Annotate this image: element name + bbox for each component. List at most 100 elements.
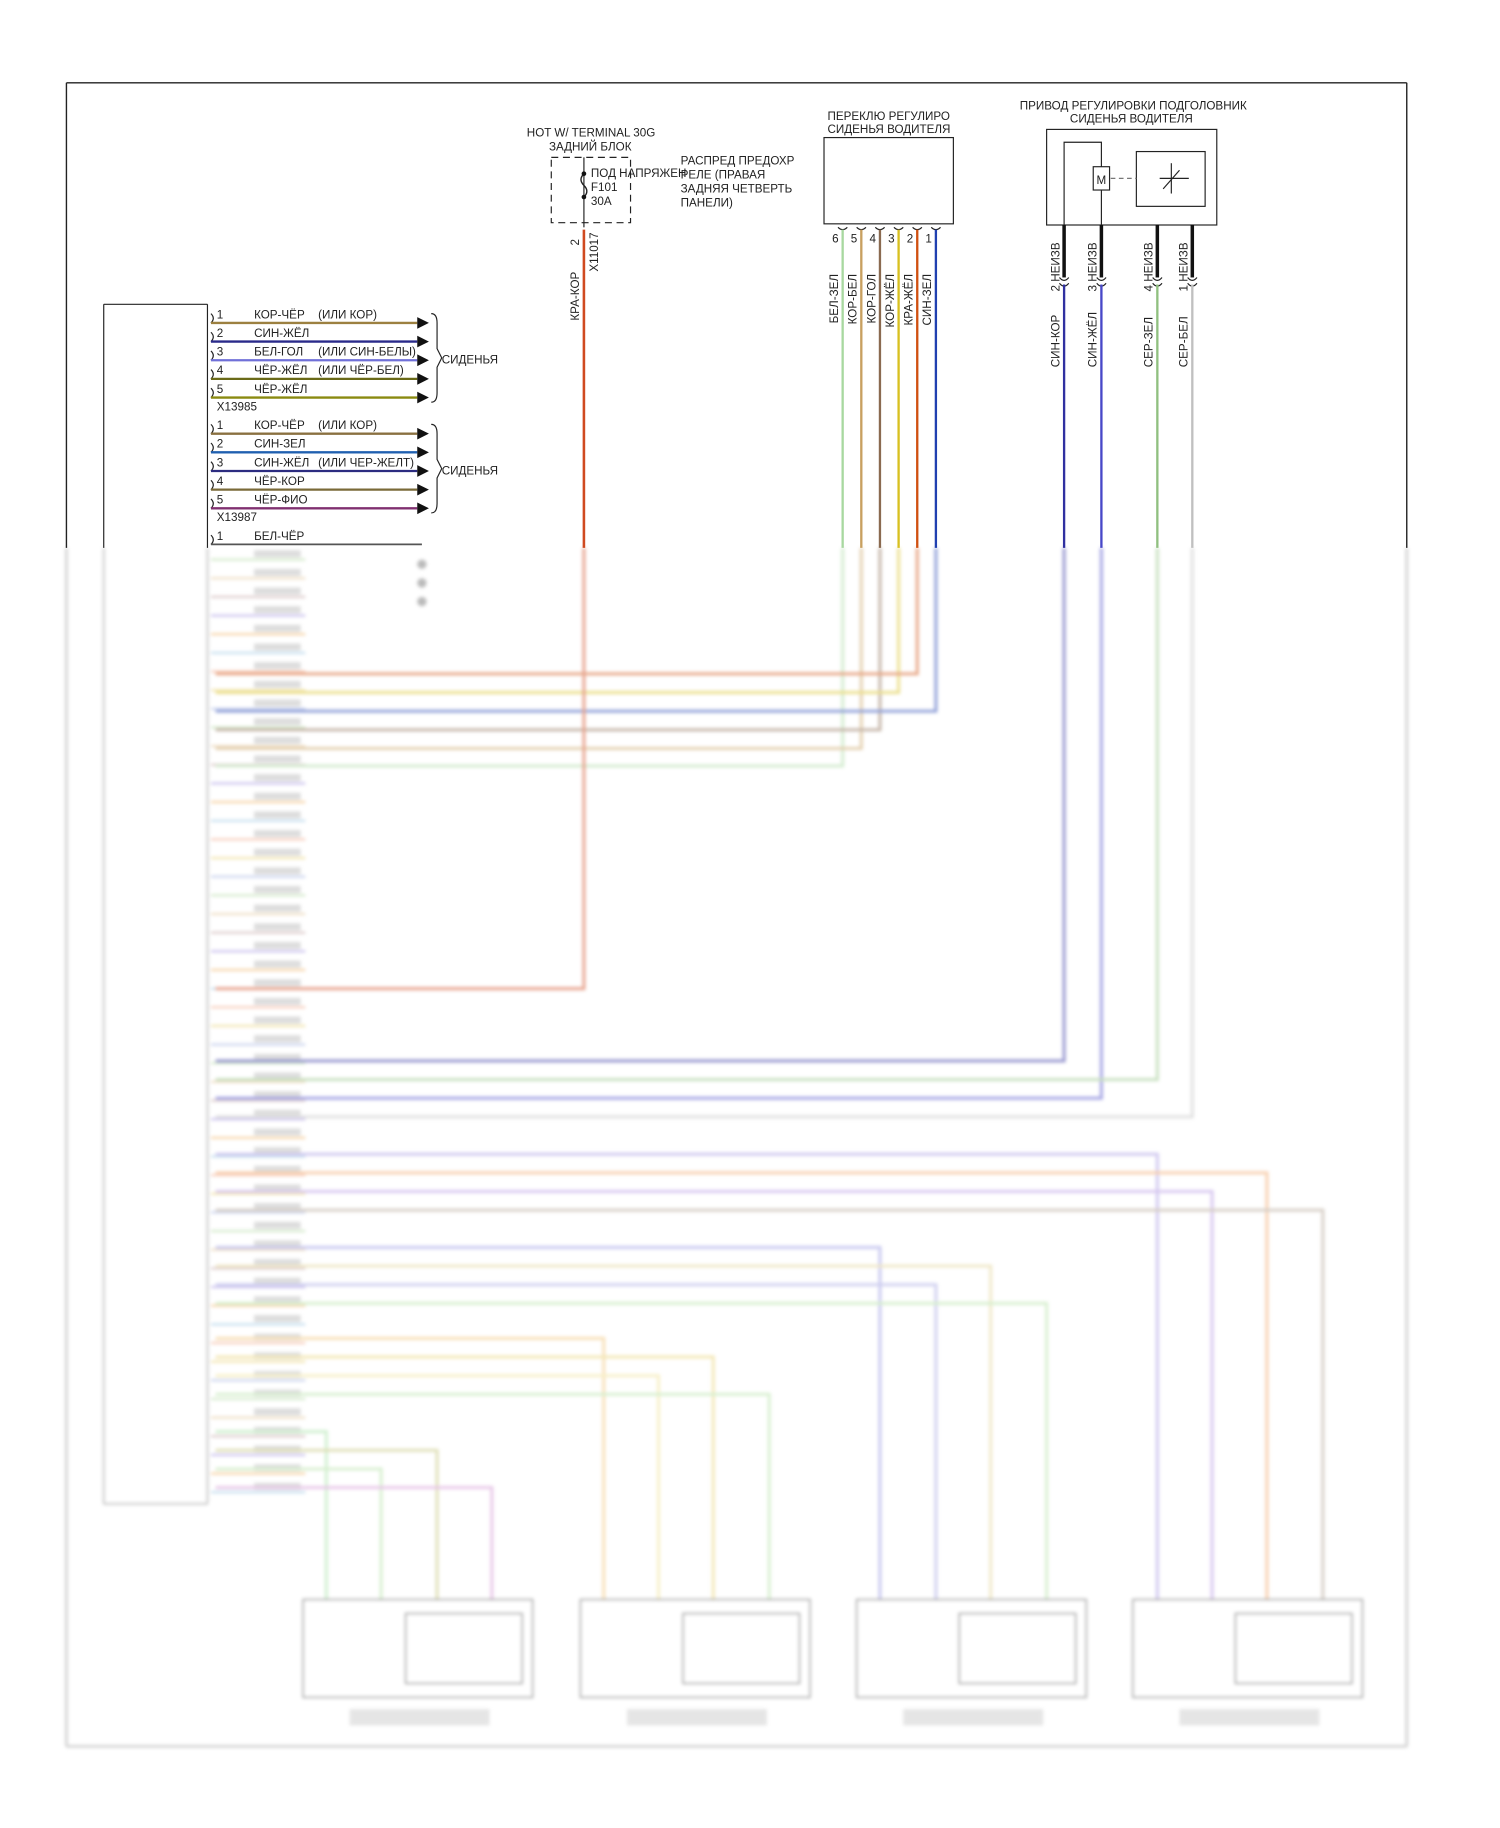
blurred-label (254, 1109, 301, 1117)
wire-КОР-ЖЁЛ (215, 547, 901, 694)
blurred-label (254, 979, 301, 987)
pin-number: 3 (217, 456, 223, 469)
connector-id: X13985 (217, 400, 257, 413)
blurred-label (254, 1277, 301, 1285)
pin-number: 4 (869, 232, 876, 245)
wire-color-label: СИН-ЖЁЛ (254, 456, 309, 469)
pin-number: 1 (217, 308, 223, 321)
connector-pin-icon (210, 369, 214, 380)
fuse-icon (580, 173, 588, 198)
pin-number: 1 (217, 419, 223, 432)
blurred-label (254, 550, 301, 558)
pin-side-label: 4 НЕИЗВ (1143, 242, 1156, 291)
blurred-label (254, 830, 301, 838)
pin-number: 4 (217, 364, 224, 377)
blurred-label (254, 904, 301, 912)
blurred-label (254, 1053, 301, 1061)
wire (215, 1301, 1049, 1600)
fuse-terminal (581, 171, 587, 177)
fuse-block-box (550, 156, 632, 224)
pin-number: 3 (888, 232, 894, 245)
connector-pin-icon (837, 226, 848, 231)
blurred-label (254, 811, 301, 819)
wire (215, 1467, 383, 1600)
arrow-icon (417, 317, 429, 329)
motor-icon (1092, 166, 1111, 191)
wire-color-label: СИН-ЖЁЛ (1087, 312, 1100, 367)
blurred-label (254, 1016, 301, 1024)
fuse-location-label: ПАНЕЛИ) (681, 196, 733, 209)
wire-color-label: КРА-ЖЁЛ (903, 274, 916, 326)
wire (215, 1336, 606, 1600)
sensor-icon (1162, 169, 1180, 190)
arrow-icon (417, 446, 429, 459)
pin-number: 1 (217, 530, 223, 543)
pin-number: 1 (925, 232, 931, 245)
blurred-label (254, 1091, 301, 1099)
headrest-title: ПРИВОД РЕГУЛИРОВКИ ПОДГОЛОВНИК (1020, 100, 1247, 113)
fuse-title: HOT W/ TERMINAL 30G (527, 126, 655, 139)
arrow-icon (417, 427, 429, 440)
wire-alt-label: (ИЛИ КОР) (318, 308, 377, 321)
switch-title: ПЕРЕКЛЮ РЕГУЛИРО (828, 110, 950, 123)
blurred-label (254, 606, 301, 614)
connector-pin-icon (893, 226, 904, 231)
wire (215, 1486, 494, 1600)
arrow-icon (417, 354, 429, 367)
blurred-label (1179, 1709, 1320, 1726)
blurred-label (254, 624, 301, 632)
blurred-label (254, 1203, 301, 1211)
wire (215, 1245, 882, 1600)
wire (215, 1208, 1325, 1600)
wire-kra-kor (215, 547, 586, 991)
pin-number: 5 (217, 494, 223, 507)
blurred-label (254, 1296, 301, 1304)
blurred-label (254, 1035, 301, 1043)
pin-number: 2 (217, 438, 223, 451)
blurred-label (254, 923, 301, 931)
pin-number: 5 (217, 383, 223, 396)
blurred-label (254, 941, 301, 949)
headrest-subtitle: СИДЕНЬЯ ВОДИТЕЛЯ (1070, 112, 1193, 125)
visible-section: 1 КОР-ЧЁР (ИЛИ КОР) 2 СИН-ЖЁЛ 3 БЕЛ-ГОЛ (ИЛИ СИ… (65, 82, 1408, 548)
fuse-id: F101 (591, 181, 618, 194)
component-inner-box (405, 1612, 523, 1685)
blurred-label (254, 568, 301, 576)
destination-label: СИДЕНЬЯ (442, 354, 498, 367)
blurred-label (349, 1709, 490, 1726)
blurred-label (254, 1315, 301, 1323)
wire-КОР-БЕЛ (215, 547, 863, 750)
wire-color-label: СИН-ЗЕЛ (921, 274, 934, 326)
wire-color-label: БЕЛ-ЗЕЛ (828, 274, 841, 323)
blurred-label (254, 1259, 301, 1267)
arrow-icon (417, 502, 429, 515)
pin-number: 4 (217, 475, 224, 488)
bracket-icon (431, 423, 443, 514)
wire-СИН-КОР (215, 547, 1066, 1063)
connector-pin-icon (210, 350, 214, 361)
wire-alt-label: (ИЛИ ЧЕР-ЖЕЛТ) (318, 456, 414, 469)
fuse-location-label: ЗАДНЯЯ ЧЕТВЕРТЬ (681, 182, 793, 195)
blurred-label (254, 792, 301, 800)
blurred-label (254, 867, 301, 875)
wire (215, 1392, 771, 1600)
wire-color-label: СИН-ЗЕЛ (254, 438, 305, 451)
arrow-icon (417, 465, 429, 477)
connector-pin-icon (210, 387, 214, 398)
wire-color-label: СИН-ЖЁЛ (254, 327, 309, 340)
wire-color-label: КОР-БЕЛ (847, 274, 860, 324)
blurred-label (254, 1240, 301, 1248)
wire-alt-label: (ИЛИ КОР) (318, 419, 377, 432)
wire-color-label: СЕР-БЕЛ (1178, 316, 1191, 367)
blurred-label (254, 1184, 301, 1192)
wire-КОР-ГОЛ (215, 547, 882, 732)
blurred-label (254, 755, 301, 763)
headrest-motor-box (1046, 128, 1218, 226)
blurred-label (254, 774, 301, 782)
pin-number: 2 (217, 327, 223, 340)
pin-side-label: 2 НЕИЗВ (1049, 242, 1062, 291)
wire-color-label: БЕЛ-ГОЛ (254, 346, 303, 359)
wire (215, 1264, 993, 1600)
wire-alt-label: (ИЛИ ЧЁР-БЕЛ) (318, 364, 404, 377)
fuse-subtitle: ЗАДНИЙ БЛОК (549, 140, 632, 153)
